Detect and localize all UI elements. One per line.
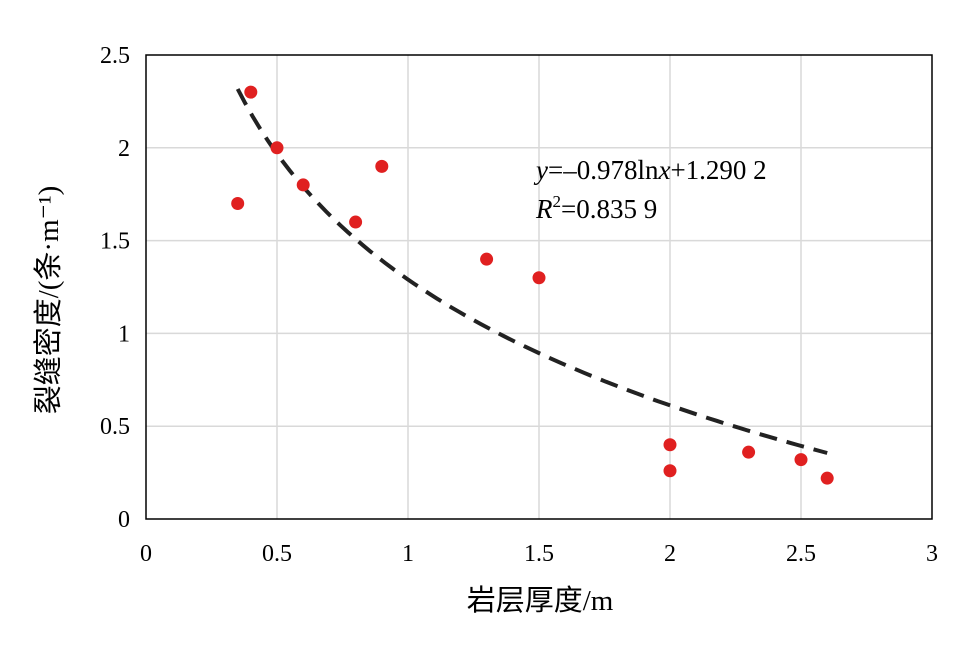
plot-area-frame [145, 54, 933, 520]
data-point [270, 141, 284, 155]
x-tick-label: 1 [402, 541, 414, 567]
y-tick-label: 2 [118, 136, 130, 162]
x-axis-tick-labels: 0 0.5 1 1.5 2 2.5 3 [140, 541, 938, 567]
y-tick-label: 1.5 [100, 229, 130, 255]
x-tick-label: 0 [140, 541, 152, 567]
trendline-equation: y=–0.978lnx+1.290 2 [533, 155, 767, 185]
data-point [480, 252, 494, 266]
data-point [742, 445, 756, 459]
data-point [663, 438, 677, 452]
y-tick-label: 0 [118, 507, 130, 533]
data-point [532, 271, 546, 285]
x-tick-label: 1.5 [524, 541, 554, 567]
r-squared-value: R2=0.835 9 [535, 192, 657, 224]
data-point [375, 159, 389, 173]
x-tick-label: 2.5 [786, 541, 816, 567]
y-tick-label: 2.5 [100, 43, 130, 69]
y-axis-title: 裂缝密度/(条·m⁻¹) [32, 186, 65, 415]
x-tick-label: 3 [926, 541, 938, 567]
x-tick-label: 0.5 [262, 541, 292, 567]
data-point [820, 471, 834, 485]
y-tick-label: 1 [118, 321, 130, 347]
x-axis-title: 岩层厚度/m [467, 584, 614, 617]
data-point [663, 464, 677, 478]
y-axis-tick-labels: 0 0.5 1 1.5 2 2.5 [100, 43, 130, 533]
data-point [296, 178, 310, 192]
data-points [231, 85, 834, 485]
data-point [244, 85, 258, 99]
y-tick-label: 0.5 [100, 414, 130, 440]
data-point [231, 196, 245, 210]
data-point [794, 453, 808, 467]
logarithmic-trendline [235, 88, 828, 455]
data-point [349, 215, 363, 229]
gridlines [146, 55, 932, 519]
x-tick-label: 2 [664, 541, 676, 567]
